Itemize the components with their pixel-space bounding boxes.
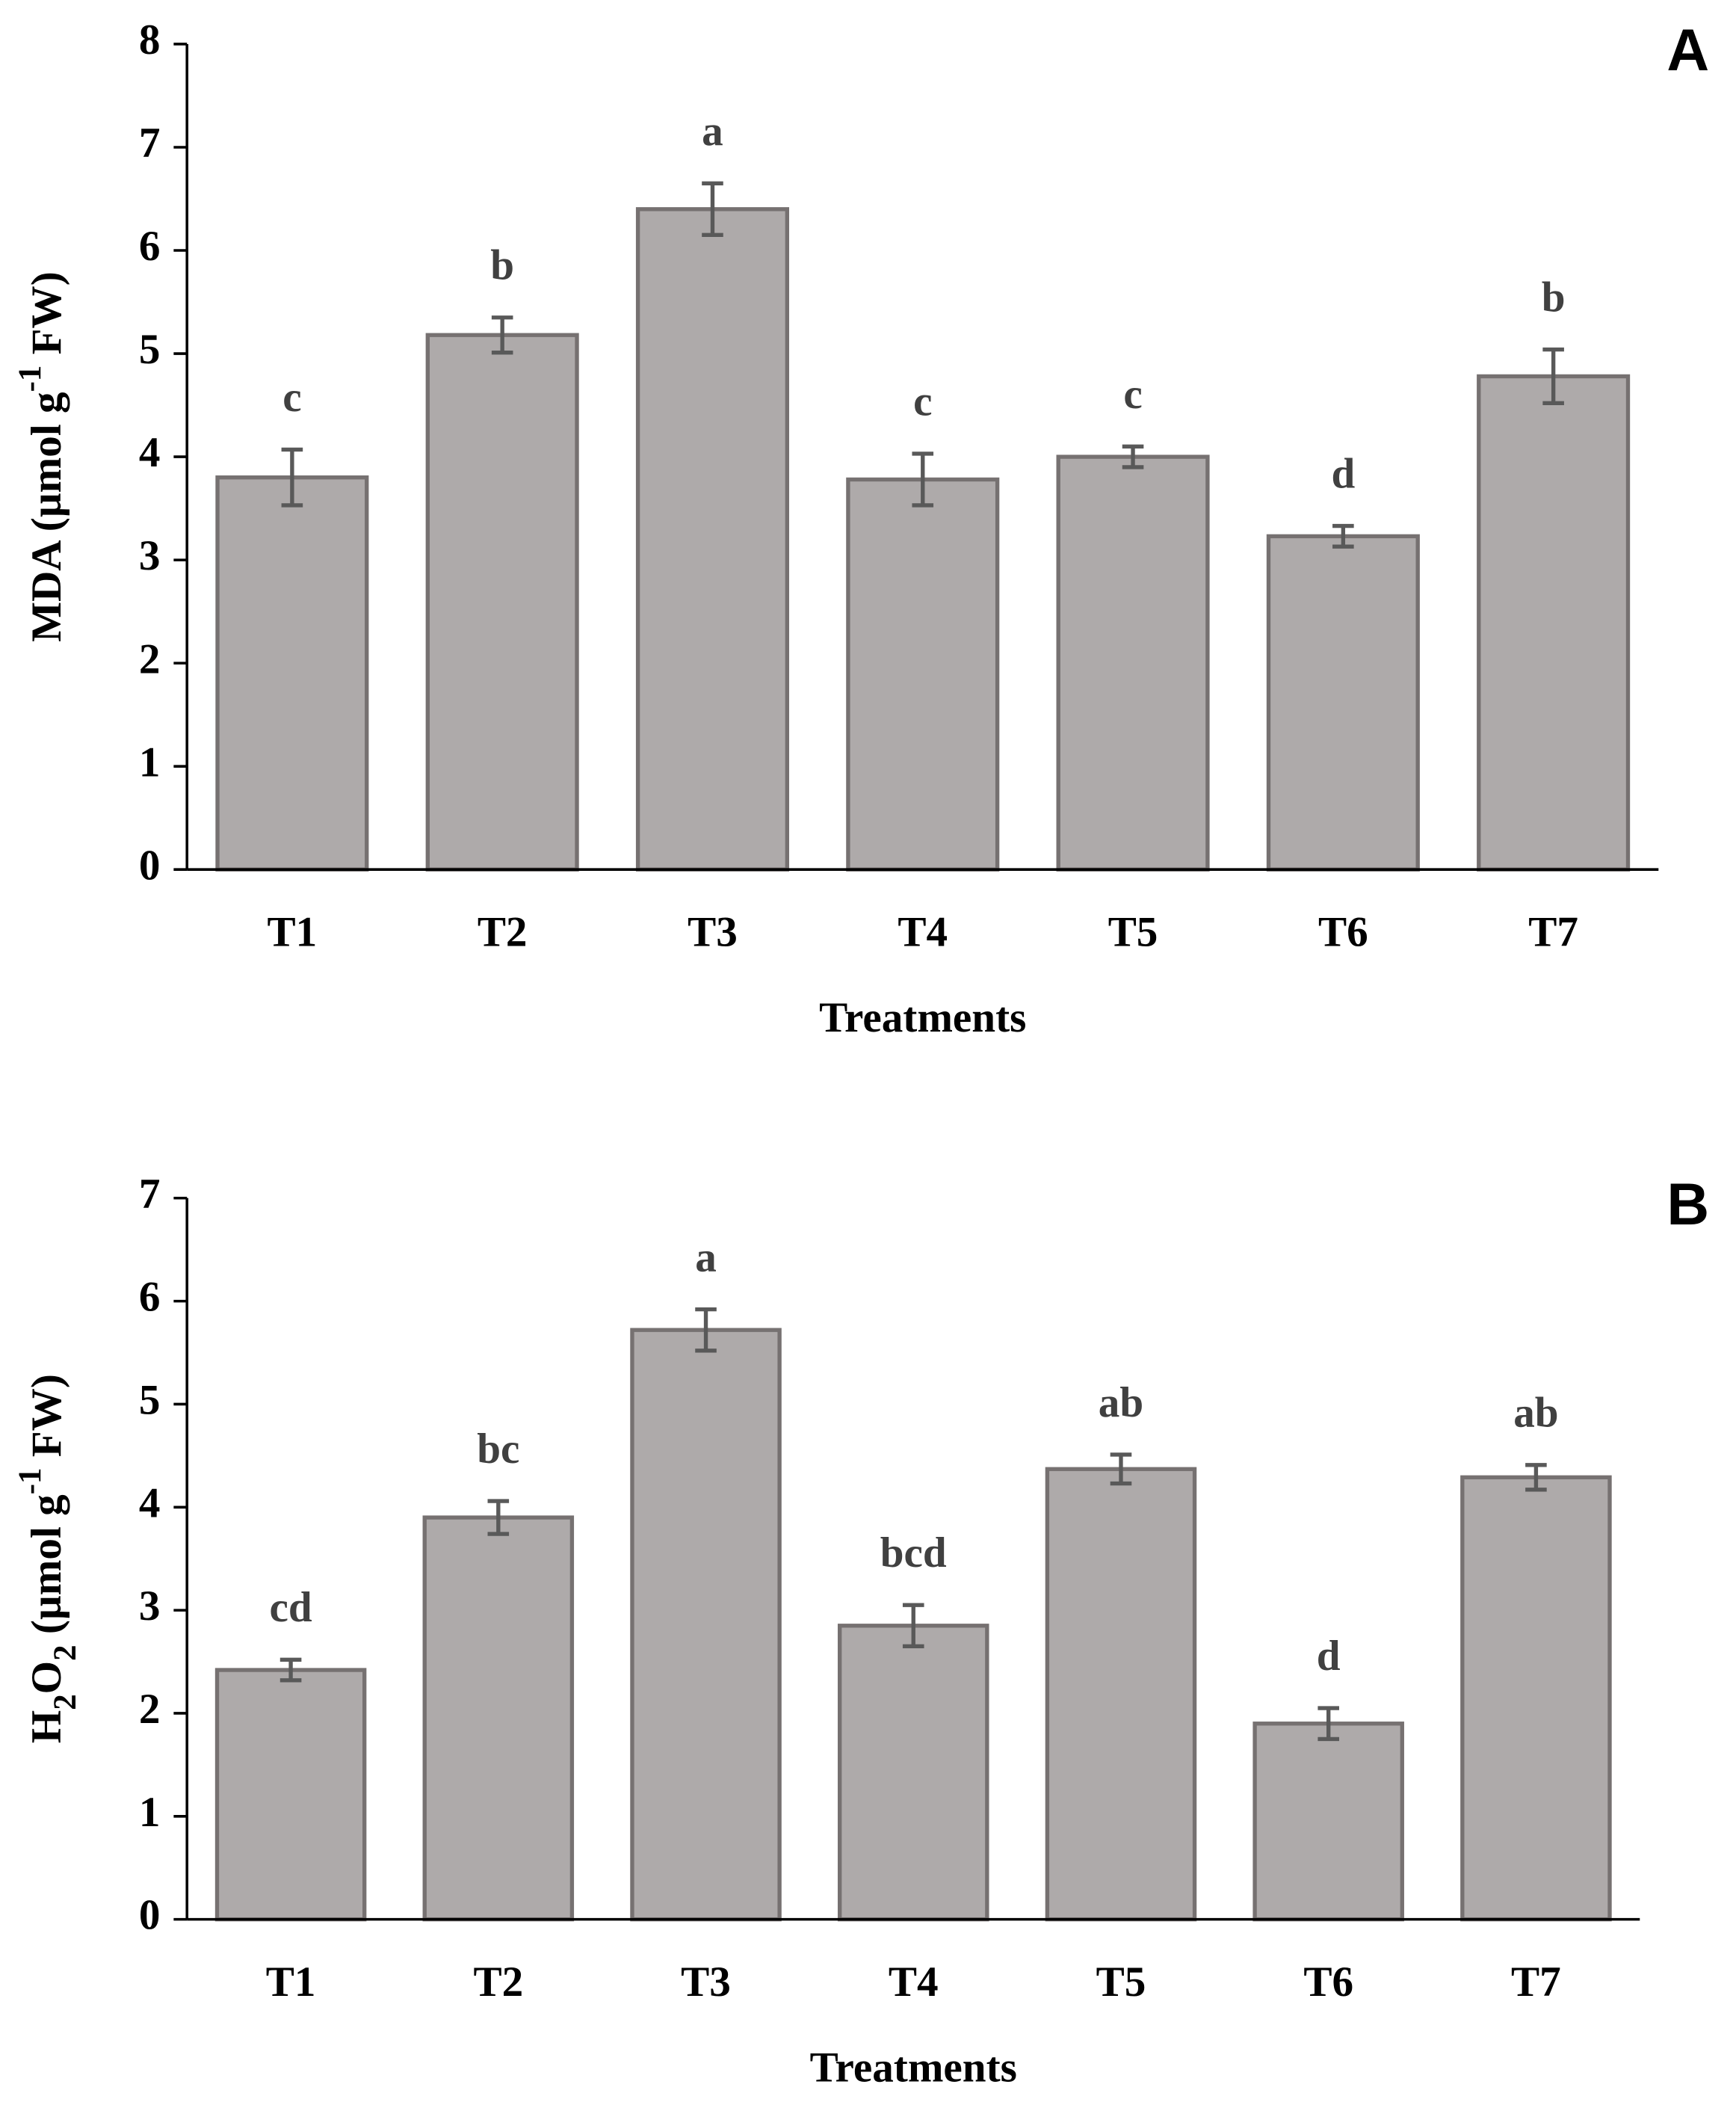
error-bar [912, 451, 934, 508]
x-tick-label: T6 [1303, 1958, 1353, 2006]
significance-letter: bcd [880, 1529, 947, 1577]
error-bar [1525, 1463, 1547, 1492]
significance-letter: ab [1099, 1379, 1143, 1426]
y-tick-label: 3 [139, 1582, 161, 1630]
y-axis-title-part: -1 [13, 366, 48, 392]
error-bar [1110, 1452, 1132, 1486]
y-tick-label: 1 [139, 1789, 161, 1836]
significance-letter: c [1123, 371, 1142, 418]
x-axis-title: Treatments [810, 2044, 1017, 2091]
x-tick-label: T1 [266, 1958, 316, 2006]
x-tick-label: T4 [889, 1958, 939, 2006]
bar [1460, 1475, 1612, 1922]
y-tick-label: 0 [139, 1892, 161, 1939]
y-tick-label: 6 [139, 223, 161, 270]
y-tick-label: 8 [139, 16, 161, 64]
bar [837, 1624, 989, 1922]
y-axis-title-part: (µmol g [23, 1494, 70, 1645]
y-tick-label: 1 [139, 739, 161, 786]
y-tick-label: 6 [139, 1274, 161, 1321]
y-axis-title-part: 2 [48, 1694, 83, 1710]
significance-letter: b [490, 242, 514, 289]
x-tick-label: T4 [898, 909, 948, 956]
error-bar [1318, 1706, 1339, 1742]
error-bar [1332, 523, 1354, 549]
significance-letter: c [282, 374, 301, 421]
significance-letter: a [702, 108, 723, 155]
significance-letter: bc [477, 1426, 519, 1473]
x-tick-label: T1 [268, 909, 318, 956]
bar [1045, 1467, 1197, 1922]
y-tick-label: 3 [139, 532, 161, 579]
panel-label: B [1667, 1171, 1709, 1237]
x-axis-title: Treatments [819, 994, 1026, 1041]
y-tick-label: 0 [139, 842, 161, 889]
y-axis-title: H2O2 (µmol g-1 FW) [13, 1374, 83, 1743]
y-axis-title-part: MDA (µmol g [23, 392, 70, 642]
x-tick-label: T5 [1096, 1958, 1146, 2006]
bar [635, 207, 790, 872]
panel-label: A [1667, 17, 1709, 83]
significance-letter: b [1542, 274, 1566, 321]
bar [1252, 1722, 1404, 1922]
y-tick-label: 5 [139, 326, 161, 373]
y-tick-label: 7 [139, 1171, 161, 1218]
y-axis-title-part: H [23, 1710, 70, 1743]
y-axis-title-part: FW) [23, 1374, 70, 1467]
y-axis-title-part: -1 [13, 1468, 48, 1495]
y-tick-label: 7 [139, 120, 161, 167]
error-bar [491, 315, 513, 355]
y-axis-title-part: FW) [23, 271, 70, 365]
bar [215, 475, 369, 872]
x-tick-label: T2 [478, 909, 528, 956]
significance-letter: ab [1513, 1390, 1558, 1437]
y-tick-label: 4 [139, 429, 161, 476]
x-tick-label: T2 [473, 1958, 523, 2006]
y-axis-title-part: O [23, 1661, 70, 1694]
significance-letter: d [1331, 450, 1355, 497]
y-tick-label: 2 [139, 1686, 161, 1733]
significance-letter: d [1317, 1633, 1341, 1680]
error-bar [279, 1657, 302, 1683]
significance-letter: cd [270, 1584, 312, 1631]
bar [846, 477, 1000, 872]
y-tick-label: 2 [139, 635, 161, 682]
bar [630, 1328, 782, 1922]
bar [425, 333, 579, 872]
error-bar [487, 1499, 510, 1536]
error-bar [281, 447, 303, 508]
y-axis-title: MDA (µmol g-1 FW) [13, 271, 70, 642]
error-bar [1542, 347, 1564, 405]
x-tick-label: T7 [1528, 909, 1578, 956]
x-tick-label: T5 [1108, 909, 1158, 956]
significance-letter: a [695, 1233, 717, 1280]
bar [214, 1668, 367, 1922]
y-axis-title-part: 2 [48, 1645, 83, 1660]
bar [1266, 534, 1420, 872]
significance-letter: c [913, 378, 932, 425]
error-bar [702, 181, 723, 238]
y-tick-label: 5 [139, 1377, 161, 1424]
bar [1056, 454, 1210, 872]
error-bar [902, 1603, 924, 1649]
bar [422, 1515, 575, 1922]
y-tick-label: 4 [139, 1479, 161, 1526]
x-tick-label: T3 [688, 909, 738, 956]
x-tick-label: T3 [681, 1958, 731, 2006]
bar [1477, 374, 1631, 872]
error-bar [1122, 444, 1144, 469]
x-tick-label: T7 [1511, 1958, 1561, 2006]
error-bar [695, 1307, 717, 1353]
x-tick-label: T6 [1318, 909, 1368, 956]
